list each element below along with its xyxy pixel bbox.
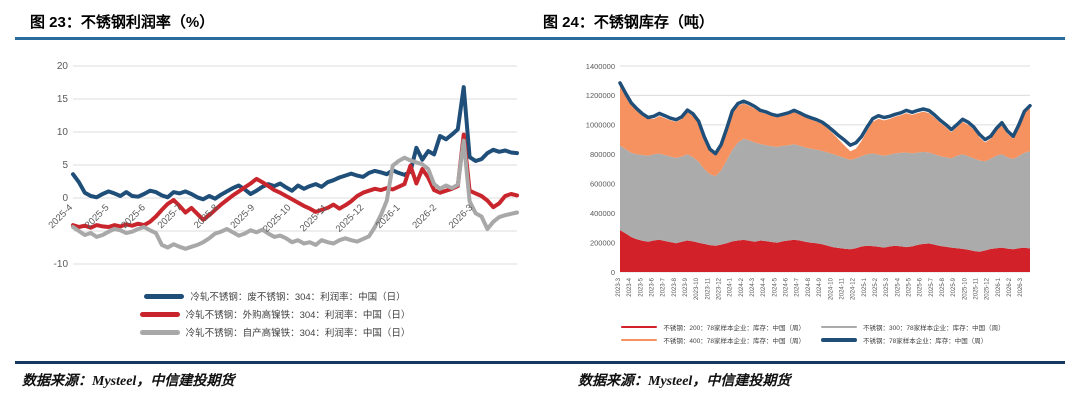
- svg-text:1400000: 1400000: [586, 62, 615, 71]
- svg-text:2025-9: 2025-9: [951, 277, 957, 296]
- svg-text:5: 5: [62, 160, 68, 171]
- svg-text:2024-9: 2024-9: [817, 277, 823, 296]
- figure-24-legend: 不锈钢：200：78家样本企业：库存：中国（周） 不锈钢：300：78家样本企业：…: [558, 322, 1068, 345]
- legend-item: 不锈钢：78家样本企业：库存：中国（周）: [821, 335, 1005, 345]
- svg-text:2025-3: 2025-3: [884, 277, 890, 296]
- svg-text:2023-10: 2023-10: [694, 277, 700, 300]
- svg-text:2026-3: 2026-3: [447, 202, 476, 231]
- legend-swatch: [139, 329, 180, 335]
- svg-text:2025-4: 2025-4: [46, 202, 75, 231]
- figure-23-title: 图 23：不锈钢利润率（%）: [30, 14, 215, 31]
- legend-swatch: [139, 311, 180, 317]
- legend-item: 不锈钢：200：78家样本企业：库存：中国（周）: [621, 322, 805, 332]
- svg-text:2025-10: 2025-10: [261, 202, 293, 234]
- title-underline-rule: [15, 37, 1065, 40]
- source-note-right: 数据来源：Mysteel，中信建投期货: [578, 374, 791, 389]
- svg-text:2024-8: 2024-8: [806, 277, 812, 296]
- svg-text:2025-8: 2025-8: [192, 202, 221, 231]
- legend-item: 不锈钢：400：78家样本企业：库存：中国（周）: [621, 335, 805, 345]
- svg-text:10: 10: [57, 127, 69, 138]
- svg-text:2026-2: 2026-2: [410, 202, 439, 231]
- figure-24-title: 图 24：不锈钢库存（吨）: [543, 14, 714, 31]
- source-note-left: 数据来源：Mysteel，中信建投期货: [22, 374, 235, 389]
- svg-text:1000000: 1000000: [586, 121, 615, 130]
- svg-text:2023-11: 2023-11: [705, 277, 711, 299]
- svg-text:2025-2: 2025-2: [873, 277, 879, 296]
- svg-text:2025-7: 2025-7: [929, 277, 935, 296]
- legend-label: 不锈钢：300：78家样本企业：库存：中国（周）: [863, 325, 1005, 332]
- svg-text:2026-2: 2026-2: [1007, 277, 1013, 296]
- svg-text:600000: 600000: [590, 180, 615, 189]
- svg-text:20: 20: [57, 61, 69, 72]
- svg-text:2025-4: 2025-4: [895, 277, 901, 296]
- legend-swatch: [621, 325, 658, 329]
- svg-text:2026-1: 2026-1: [996, 277, 1002, 296]
- legend-label: 不锈钢：400：78家样本企业：库存：中国（周）: [663, 338, 805, 345]
- svg-text:2024-4: 2024-4: [761, 277, 767, 296]
- svg-text:2023-6: 2023-6: [650, 277, 656, 296]
- svg-text:2025-9: 2025-9: [228, 202, 257, 231]
- svg-text:200000: 200000: [590, 238, 615, 247]
- svg-text:2025-11: 2025-11: [974, 277, 980, 299]
- svg-text:2023-12: 2023-12: [717, 277, 723, 300]
- svg-text:2024-10: 2024-10: [828, 277, 834, 300]
- svg-text:2024-6: 2024-6: [784, 277, 790, 296]
- svg-text:15: 15: [57, 94, 69, 105]
- svg-text:0: 0: [62, 193, 68, 204]
- svg-text:2024-11: 2024-11: [839, 277, 845, 299]
- legend-swatch: [144, 293, 185, 299]
- svg-text:2025-6: 2025-6: [918, 277, 924, 296]
- svg-text:1200000: 1200000: [586, 91, 615, 100]
- legend-label: 不锈钢：200：78家样本企业：库存：中国（周）: [663, 325, 805, 332]
- svg-text:2024-2: 2024-2: [739, 277, 745, 296]
- svg-text:2023-8: 2023-8: [672, 277, 678, 296]
- svg-text:2025-12: 2025-12: [985, 277, 991, 300]
- svg-text:2025-8: 2025-8: [940, 277, 946, 296]
- legend-item: 冷轧不锈钢：外购高镍铁：304：利润率：中国（日）: [139, 307, 411, 321]
- legend-label: 冷轧不锈钢：自产高镍铁：304：利润率：中国（日）: [185, 328, 411, 339]
- svg-text:2024-5: 2024-5: [772, 277, 778, 296]
- legend-label: 不锈钢：78家样本企业：库存：中国（周）: [863, 338, 988, 345]
- svg-text:400000: 400000: [590, 209, 615, 218]
- svg-text:2024-12: 2024-12: [851, 277, 857, 300]
- svg-text:0: 0: [611, 268, 615, 277]
- legend-swatch: [821, 325, 857, 329]
- legend-label: 冷轧不锈钢：外购高镍铁：304：利润率：中国（日）: [185, 310, 411, 321]
- svg-text:2023-4: 2023-4: [627, 277, 633, 296]
- legend-swatch: [821, 337, 857, 343]
- svg-text:2025-10: 2025-10: [962, 277, 968, 300]
- svg-text:2024-3: 2024-3: [750, 277, 756, 296]
- svg-text:2023-9: 2023-9: [683, 277, 689, 296]
- legend-item: 冷轧不锈钢：自产高镍铁：304：利润率：中国（日）: [139, 325, 411, 339]
- figure-23-legend: 冷轧不锈钢：废不锈钢：304：利润率：中国（日） 冷轧不锈钢：外购高镍铁：304：…: [25, 289, 525, 339]
- svg-text:2024-1: 2024-1: [728, 277, 734, 296]
- svg-text:2023-3: 2023-3: [616, 277, 622, 296]
- legend-label: 冷轧不锈钢：废不锈钢：304：利润率：中国（日）: [190, 292, 406, 303]
- svg-text:2023-5: 2023-5: [638, 277, 644, 296]
- svg-text:2023-7: 2023-7: [661, 277, 667, 296]
- svg-text:2024-7: 2024-7: [795, 277, 801, 296]
- svg-text:-10: -10: [54, 259, 69, 267]
- svg-text:800000: 800000: [590, 150, 615, 159]
- svg-text:2025-7: 2025-7: [156, 202, 185, 231]
- svg-text:2025-5: 2025-5: [907, 277, 913, 296]
- svg-text:2025-1: 2025-1: [862, 277, 868, 296]
- legend-item: 不锈钢：300：78家样本企业：库存：中国（周）: [821, 322, 1005, 332]
- svg-text:2026-3: 2026-3: [1018, 277, 1024, 296]
- footer-rule: [15, 361, 1065, 364]
- legend-swatch: [621, 338, 658, 342]
- inventory-stacked-area-chart: 0 200000 400000 600000 800000 1000000 1200000 1…: [586, 62, 1032, 300]
- legend-item: 冷轧不锈钢：废不锈钢：304：利润率：中国（日）: [144, 289, 406, 303]
